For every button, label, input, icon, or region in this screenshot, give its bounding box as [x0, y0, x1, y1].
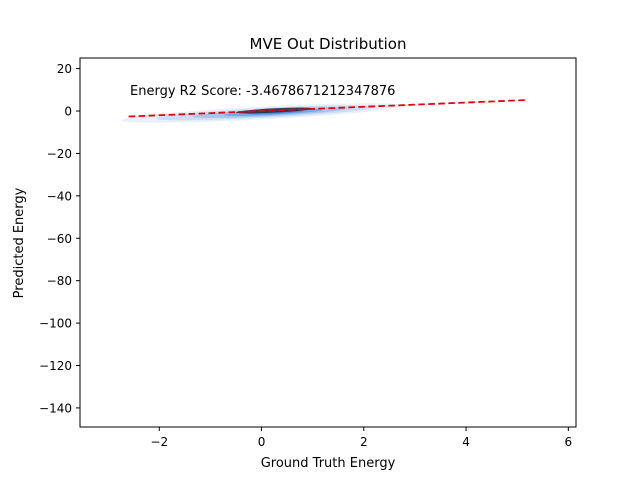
y-tick-label: −20 — [47, 147, 72, 161]
y-tick-label: −120 — [39, 359, 72, 373]
x-tick-label: 2 — [360, 435, 368, 449]
y-tick-label: −60 — [47, 232, 72, 246]
r2-score-annotation: Energy R2 Score: -3.4678671212347876 — [130, 84, 395, 99]
y-tick-label: 0 — [64, 105, 72, 119]
x-tick-label: 0 — [258, 435, 266, 449]
x-tick-label: 6 — [565, 435, 573, 449]
chart-title: MVE Out Distribution — [250, 35, 407, 53]
y-tick-label: −140 — [39, 401, 72, 415]
y-tick-label: −80 — [47, 274, 72, 288]
y-axis-ticks: 20 0 −20 −40 −60 −80 −100 −120 −140 — [39, 62, 80, 415]
x-axis-ticks: −2 0 2 4 6 — [150, 427, 572, 449]
plot-area-frame — [79, 57, 577, 428]
x-tick-label: −2 — [150, 435, 168, 449]
y-tick-label: −40 — [47, 189, 72, 203]
y-tick-label: 20 — [57, 62, 72, 76]
reference-line — [128, 99, 528, 118]
density-cloud — [121, 103, 403, 123]
reference-line-group — [128, 99, 528, 118]
x-axis-label: Ground Truth Energy — [261, 456, 396, 471]
y-axis-label: Predicted Energy — [12, 187, 27, 298]
x-tick-label: 4 — [462, 435, 470, 449]
y-tick-label: −100 — [39, 317, 72, 331]
